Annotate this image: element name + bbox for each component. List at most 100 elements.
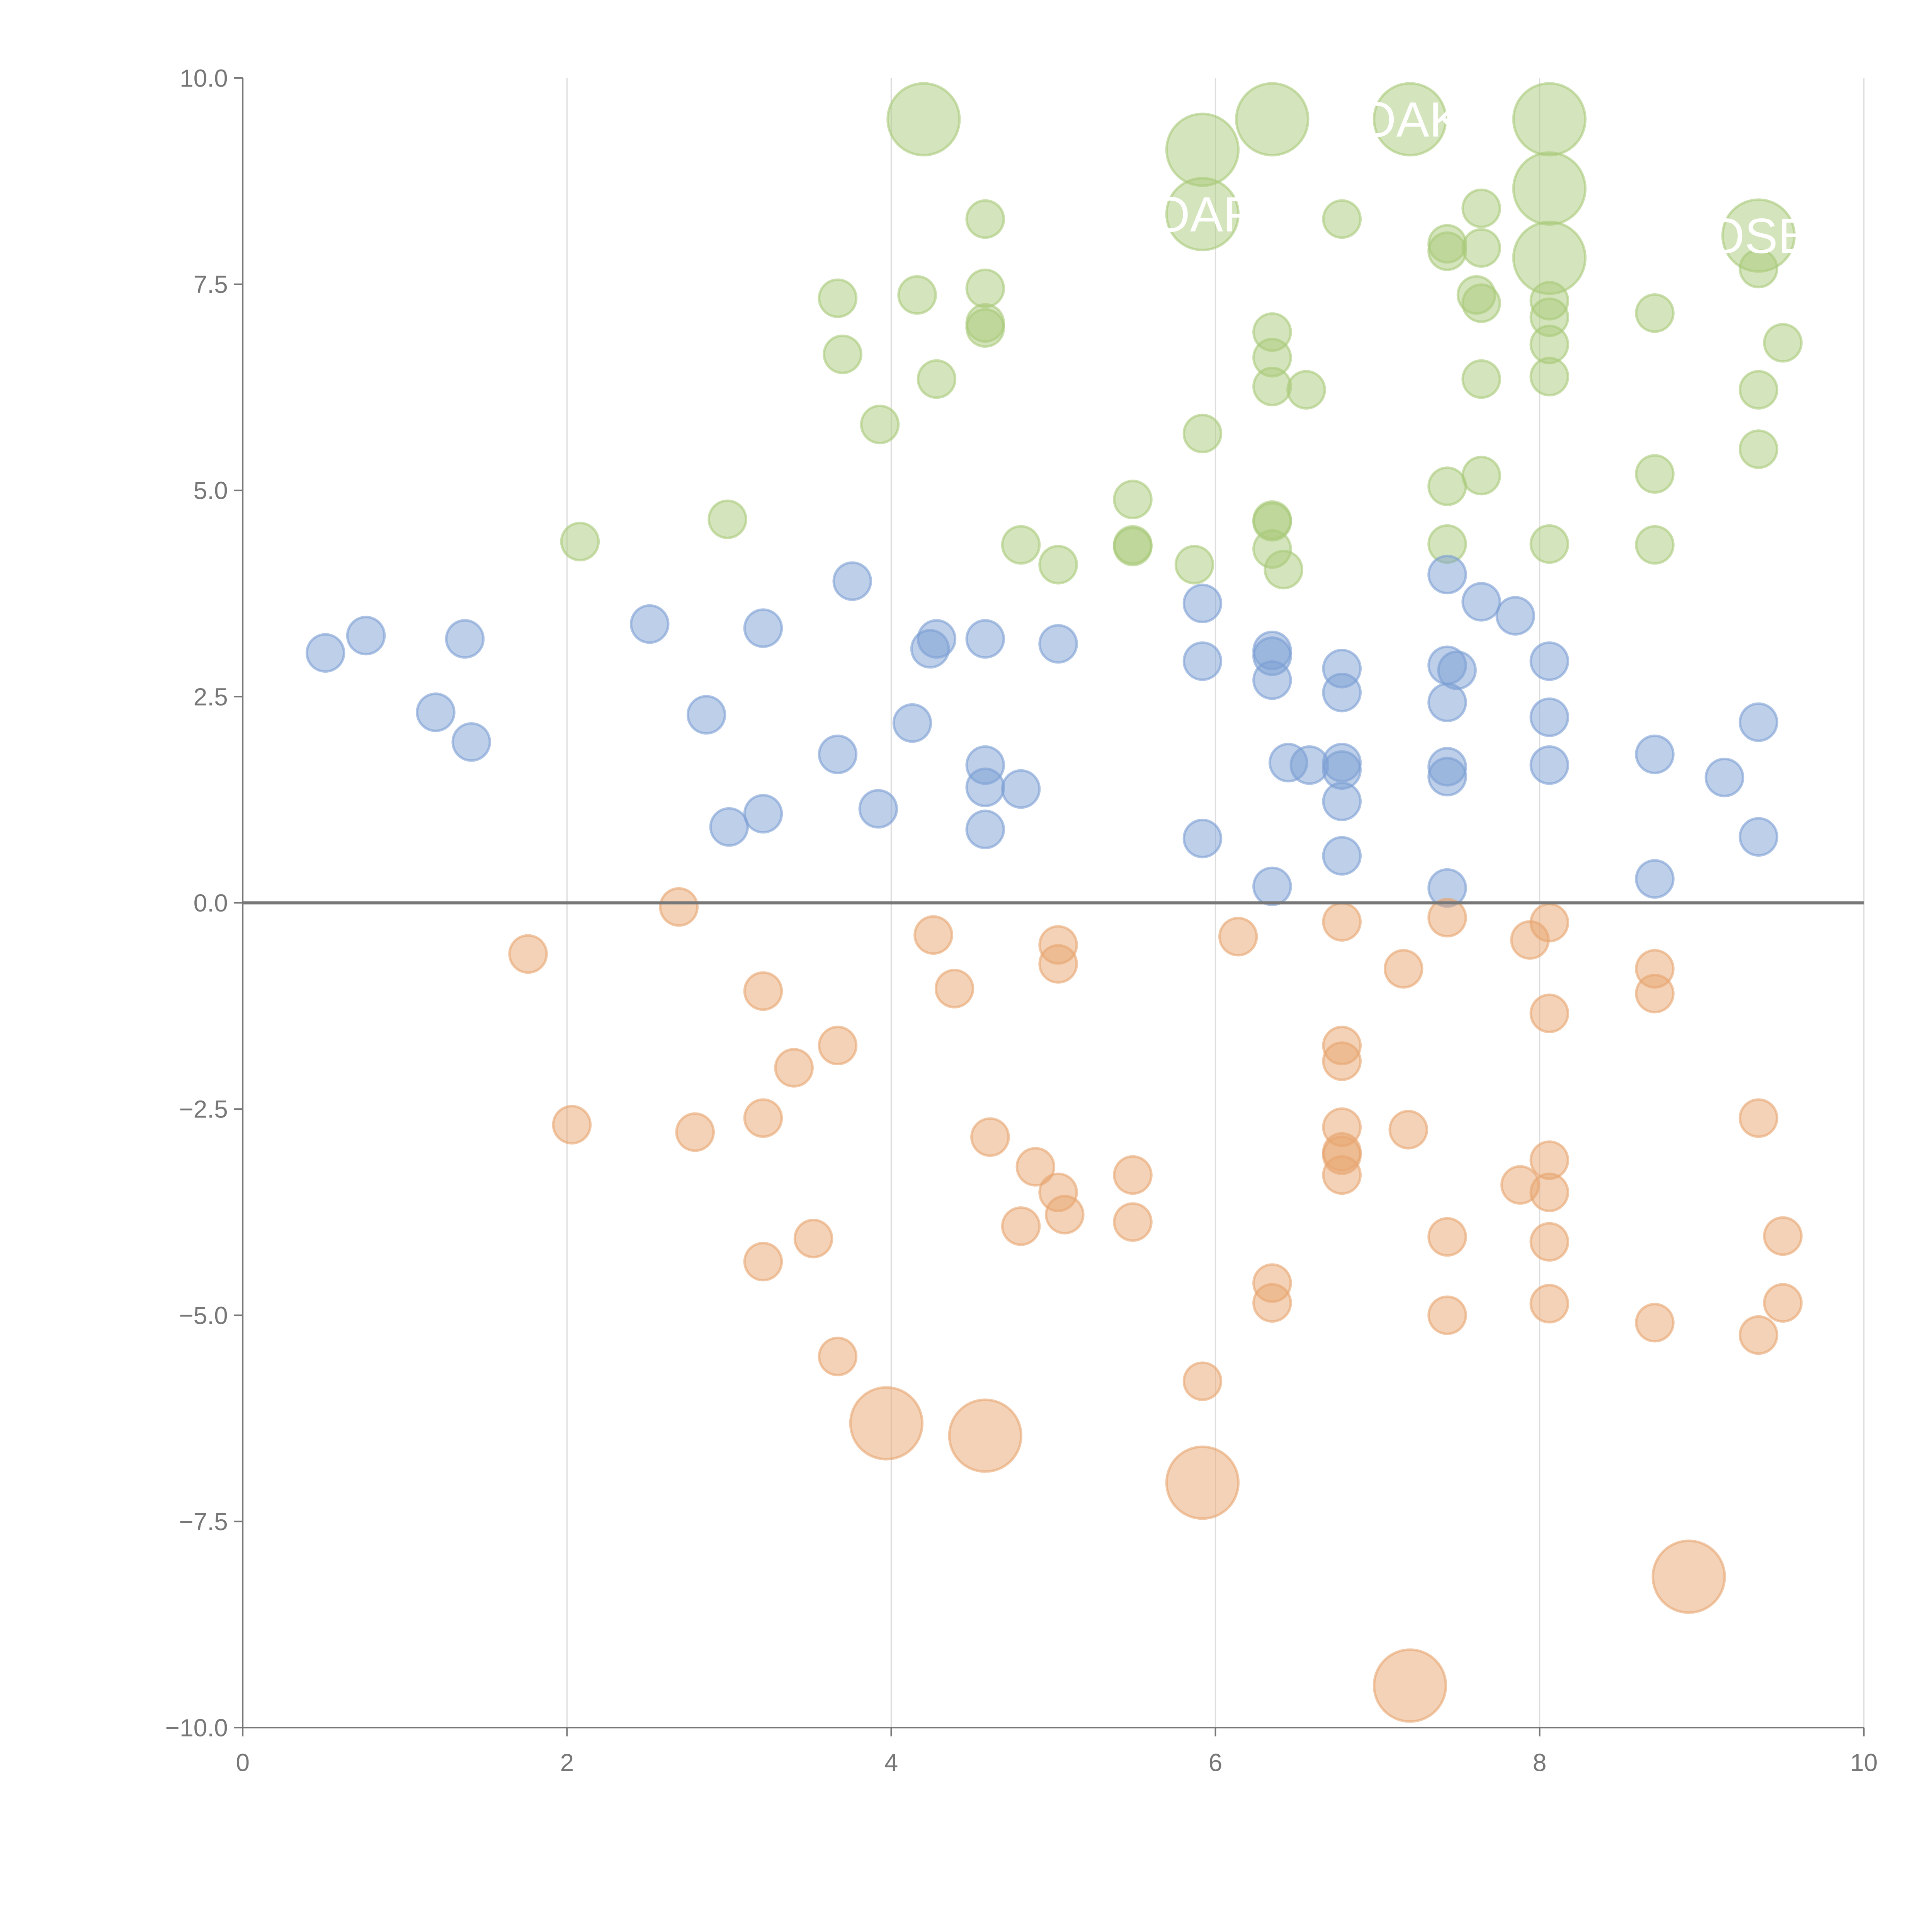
y-tick-label: 5.0 [194,477,228,505]
point-blue [305,633,345,673]
point-blue [709,807,749,847]
point-orange [1427,1217,1467,1257]
point-green [965,199,1005,239]
point-orange [675,1112,715,1152]
annotation-label: OSE [1706,209,1811,264]
point-blue [1252,660,1292,700]
point-orange [934,969,975,1009]
point-blue [1427,682,1467,723]
point-green [1738,429,1779,469]
point-blue [818,735,858,774]
large-point-green [1165,177,1240,252]
point-blue [965,619,1005,659]
point-green [1038,545,1078,585]
point-orange [508,934,548,974]
point-blue [1529,697,1570,737]
point-green [1763,323,1803,363]
point-orange [1529,993,1570,1033]
large-point-green [886,82,961,156]
point-orange [970,1117,1010,1157]
point-orange [818,1337,858,1376]
x-tick-label: 2 [560,1748,574,1776]
point-blue [1529,745,1570,785]
point-green [707,499,747,539]
point-blue [1635,735,1675,774]
point-blue [832,561,872,601]
point-green [1529,524,1570,564]
annotations: OAK OAF OSE [1151,92,1811,264]
point-orange [1529,1172,1570,1213]
point-orange [818,1026,858,1066]
point-green [823,334,862,374]
point-green [917,359,957,399]
point-blue [1252,866,1292,906]
point-orange [1038,944,1078,984]
point-blue [629,604,670,644]
point-orange [1529,1222,1570,1262]
point-blue [1322,781,1362,821]
point-orange [1635,974,1675,1014]
y-tick-label: 2.5 [194,683,228,711]
point-green [818,278,858,318]
point-blue [1182,641,1223,681]
x-tick-label: 8 [1533,1748,1547,1776]
point-green [1113,480,1153,519]
point-blue [858,789,898,829]
point-blue [1529,641,1570,681]
point-blue [1495,596,1535,636]
point-blue [416,692,456,732]
x-tick-label: 6 [1209,1748,1223,1776]
large-point-green [1372,82,1447,156]
point-blue [743,608,783,648]
large-point-green [1721,198,1796,273]
point-orange [1015,1147,1056,1187]
point-green [1461,283,1501,323]
point-orange [743,1242,783,1282]
y-tick-label: −7.5 [179,1508,228,1536]
large-point-orange [1165,1446,1240,1520]
point-orange [1113,1202,1153,1242]
point-orange [1113,1155,1153,1195]
point-blue [1461,582,1501,622]
point-orange [1635,1303,1675,1343]
y-tick-label: 10.0 [180,64,228,92]
point-orange [1218,917,1258,957]
point-orange [1529,903,1570,943]
point-blue [743,794,783,834]
point-blue [686,695,726,735]
large-point-green [1512,82,1587,156]
x-tick-label: 0 [236,1748,250,1776]
point-blue [910,629,950,669]
point-blue [1322,836,1362,876]
point-green [1001,525,1041,565]
y-tick-label: −10.0 [165,1714,228,1742]
annotation-label: OAF [1151,187,1253,242]
annotation-label: OAK [1358,92,1463,148]
point-green [1427,466,1467,506]
point-green [1322,199,1362,239]
point-blue [1322,672,1362,713]
point-green [1529,357,1570,396]
point-orange [774,1048,814,1088]
point-green [1252,366,1292,406]
large-point-green [1512,221,1587,295]
point-green [1427,231,1467,271]
point-blue [346,616,386,656]
point-orange [1763,1216,1803,1256]
point-blue [965,810,1005,849]
point-blue [1038,624,1078,664]
point-orange [1322,1155,1362,1195]
point-orange [1045,1195,1085,1235]
point-green [1182,413,1223,454]
point-green [1113,527,1153,566]
point-blue [892,703,932,743]
large-point-green [1165,112,1240,187]
point-orange [743,971,783,1011]
point-orange [743,1098,783,1138]
point-green [860,405,900,444]
large-point-orange [948,1398,1022,1473]
point-green [1174,545,1214,585]
large-point-orange [1651,1539,1726,1614]
data-points [305,82,1803,1723]
point-orange [913,915,953,955]
